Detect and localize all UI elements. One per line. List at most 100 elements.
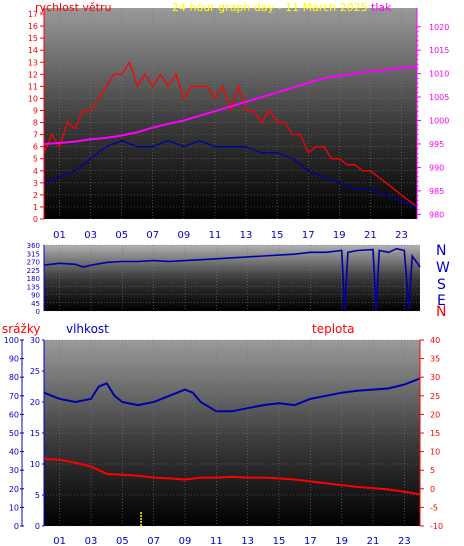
temp-tick-label: 40: [430, 336, 440, 345]
compass-n-top: N: [436, 243, 446, 259]
wind-tick-label: 1: [33, 203, 38, 212]
temp-tick-label: 20: [430, 410, 440, 419]
direction-tick-label: 45: [31, 300, 40, 308]
direction-tick-label: 270: [27, 259, 40, 267]
temp-tick-label: 10: [430, 448, 440, 457]
rain-tick-label: 90: [9, 355, 19, 364]
wind-tick-label: 13: [28, 58, 38, 67]
pressure-tick-label: 980: [429, 210, 444, 219]
hour-tick-label: 21: [364, 230, 377, 241]
wind-tick-label: 9: [33, 106, 38, 115]
wind-tick-label: 14: [28, 46, 38, 55]
humidity-tick-label: 10: [30, 460, 40, 469]
rain-tick-label: 80: [9, 373, 19, 382]
wind-tick-label: 2: [33, 191, 38, 200]
humidity-tick-label: 25: [30, 367, 40, 376]
wind-tick-label: 5: [33, 155, 38, 164]
hour-tick-label-bottom: 01: [53, 536, 66, 546]
hour-tick-label: 11: [209, 230, 222, 241]
wind-tick-label: 6: [33, 143, 38, 152]
hour-tick-label: 13: [240, 230, 253, 241]
hour-tick-label-bottom: 17: [304, 536, 317, 546]
pressure-tick-label: 1020: [429, 23, 449, 32]
temp-tick-label: -5: [430, 503, 438, 512]
hour-tick-label: 23: [395, 230, 408, 241]
humidity-tick-label: 15: [30, 429, 40, 438]
direction-tick-label: 135: [27, 283, 40, 291]
pressure-tick-label: 1015: [429, 46, 449, 55]
direction-panel-background: [44, 245, 420, 311]
wind-tick-label: 15: [28, 34, 38, 43]
wind-tick-label: 3: [33, 179, 38, 188]
direction-tick-label: 90: [31, 292, 40, 300]
series-wind-direction: [43, 247, 421, 312]
climate-panel-background: [44, 340, 420, 526]
hour-tick-label-bottom: 09: [179, 536, 192, 546]
series-rychlost-větru: [43, 60, 418, 208]
temp-tick-label: 5: [430, 466, 435, 475]
pressure-tick-label: 1010: [429, 70, 449, 79]
rain-tick-label: 10: [9, 503, 19, 512]
temp-tick-label: 15: [430, 429, 440, 438]
hour-tick-label: 15: [271, 230, 284, 241]
wind-tick-label: 10: [28, 94, 38, 103]
hour-tick-label: 01: [53, 230, 66, 241]
wind-tick-label: 0: [33, 215, 38, 224]
temp-tick-label: 30: [430, 373, 440, 382]
direction-tick-label: 0: [36, 308, 40, 316]
rain-tick-label: 60: [9, 410, 19, 419]
direction-tick-label: 315: [27, 250, 40, 258]
pressure-tick-label: 990: [429, 163, 444, 172]
rain-tick-label: 30: [9, 466, 19, 475]
humidity-tick-label: 0: [35, 522, 40, 531]
temperature-label: teplota: [312, 322, 354, 336]
hour-tick-label-bottom: 11: [210, 536, 223, 546]
rain-tick-label: 0: [14, 522, 19, 531]
direction-tick-label: 180: [27, 275, 40, 283]
rain-label: srážky: [2, 322, 40, 336]
wind-tick-label: 8: [33, 119, 38, 128]
hour-tick-label: 03: [84, 230, 97, 241]
temp-tick-label: -10: [430, 522, 443, 531]
humidity-tick-label: 5: [35, 491, 40, 500]
hour-tick-label: 05: [115, 230, 128, 241]
wind-tick-label: 11: [28, 82, 38, 91]
hour-tick-label: 07: [146, 230, 159, 241]
hour-tick-label-bottom: 23: [398, 536, 411, 546]
temp-tick-label: 35: [430, 355, 440, 364]
pressure-tick-label: 1005: [429, 93, 449, 102]
series-vlhkost: [43, 377, 421, 413]
wind-tick-label: 12: [28, 70, 38, 79]
temp-tick-label: 0: [430, 485, 435, 494]
rain-tick-label: 20: [9, 485, 19, 494]
rain-tick-label: 100: [4, 336, 19, 345]
direction-tick-label: 225: [27, 267, 40, 275]
humidity-tick-label: 20: [30, 398, 40, 407]
chart-title: 24 hour graph day - 11 March 2025: [172, 1, 368, 14]
hour-tick-label-bottom: 13: [241, 536, 254, 546]
pressure-label: tlak: [371, 1, 392, 14]
pressure-tick-label: 995: [429, 140, 444, 149]
hour-tick-label-bottom: 21: [367, 536, 380, 546]
hour-tick-label-bottom: 15: [273, 536, 286, 546]
compass-s: S: [437, 277, 446, 293]
direction-tick-label: 360: [27, 242, 40, 250]
pressure-tick-label: 1000: [429, 117, 449, 126]
pressure-tick-label: 985: [429, 187, 444, 196]
temp-tick-label: 25: [430, 392, 440, 401]
wind-tick-label: 17: [28, 10, 38, 19]
hour-tick-label-bottom: 07: [147, 536, 160, 546]
humidity-label: vlhkost: [66, 322, 109, 336]
hour-tick-label-bottom: 03: [85, 536, 98, 546]
compass-n-bottom: N: [436, 304, 446, 320]
wind-tick-label: 16: [28, 22, 38, 31]
humidity-tick-label: 30: [30, 336, 40, 345]
series-tlak: [43, 65, 418, 145]
hour-tick-label: 09: [178, 230, 191, 241]
hour-tick-label-bottom: 19: [335, 536, 348, 546]
wind-tick-label: 4: [33, 167, 38, 176]
series-teplota: [43, 458, 421, 496]
hour-tick-label: 17: [302, 230, 315, 241]
